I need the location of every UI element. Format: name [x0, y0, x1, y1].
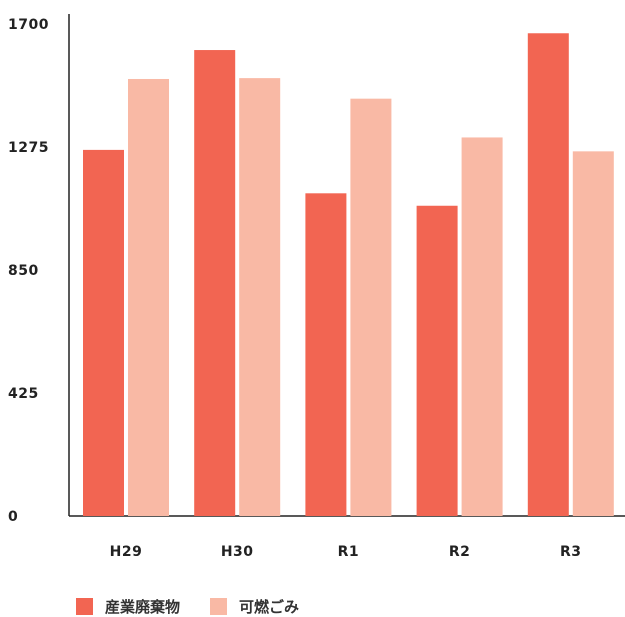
bar-r1-series-0	[305, 193, 347, 516]
bar-r3-series-0	[527, 33, 569, 517]
x-category-label: H29	[110, 544, 143, 560]
bar-r2-series-0	[416, 205, 458, 516]
bar-r2-series-1	[461, 137, 503, 517]
bar-r1-series-1	[350, 98, 392, 516]
bar-h30-series-0	[194, 50, 236, 516]
bar-r3-series-1	[572, 151, 614, 516]
bar-h29-series-0	[83, 149, 124, 517]
bar-h30-series-1	[239, 78, 281, 517]
x-category-label: R1	[338, 544, 360, 560]
bar-chart: 0 425 850 1275 1700 H29 H30 R1 R2 R3	[8, 14, 625, 560]
y-tick-label: 0	[8, 509, 18, 525]
legend-swatch-combustible-waste	[210, 598, 228, 615]
legend-swatch-industrial-waste	[76, 598, 93, 615]
x-category-label: H30	[221, 544, 254, 560]
legend-label-industrial-waste: 産業廃棄物	[105, 598, 181, 616]
x-category-label: R2	[449, 544, 471, 560]
x-category-label: R3	[560, 544, 582, 560]
legend-item-industrial-waste: 産業廃棄物	[76, 596, 180, 617]
legend-item-combustible-waste: 可燃ごみ	[210, 596, 299, 617]
legend: 産業廃棄物 可燃ごみ	[76, 596, 329, 617]
bar-h29-series-1	[128, 78, 169, 517]
y-tick-label: 850	[8, 263, 39, 279]
y-tick-label: 425	[8, 386, 39, 402]
y-tick-label: 1275	[8, 140, 49, 156]
y-tick-label: 1700	[8, 17, 49, 33]
legend-label-combustible-waste: 可燃ごみ	[239, 598, 300, 616]
